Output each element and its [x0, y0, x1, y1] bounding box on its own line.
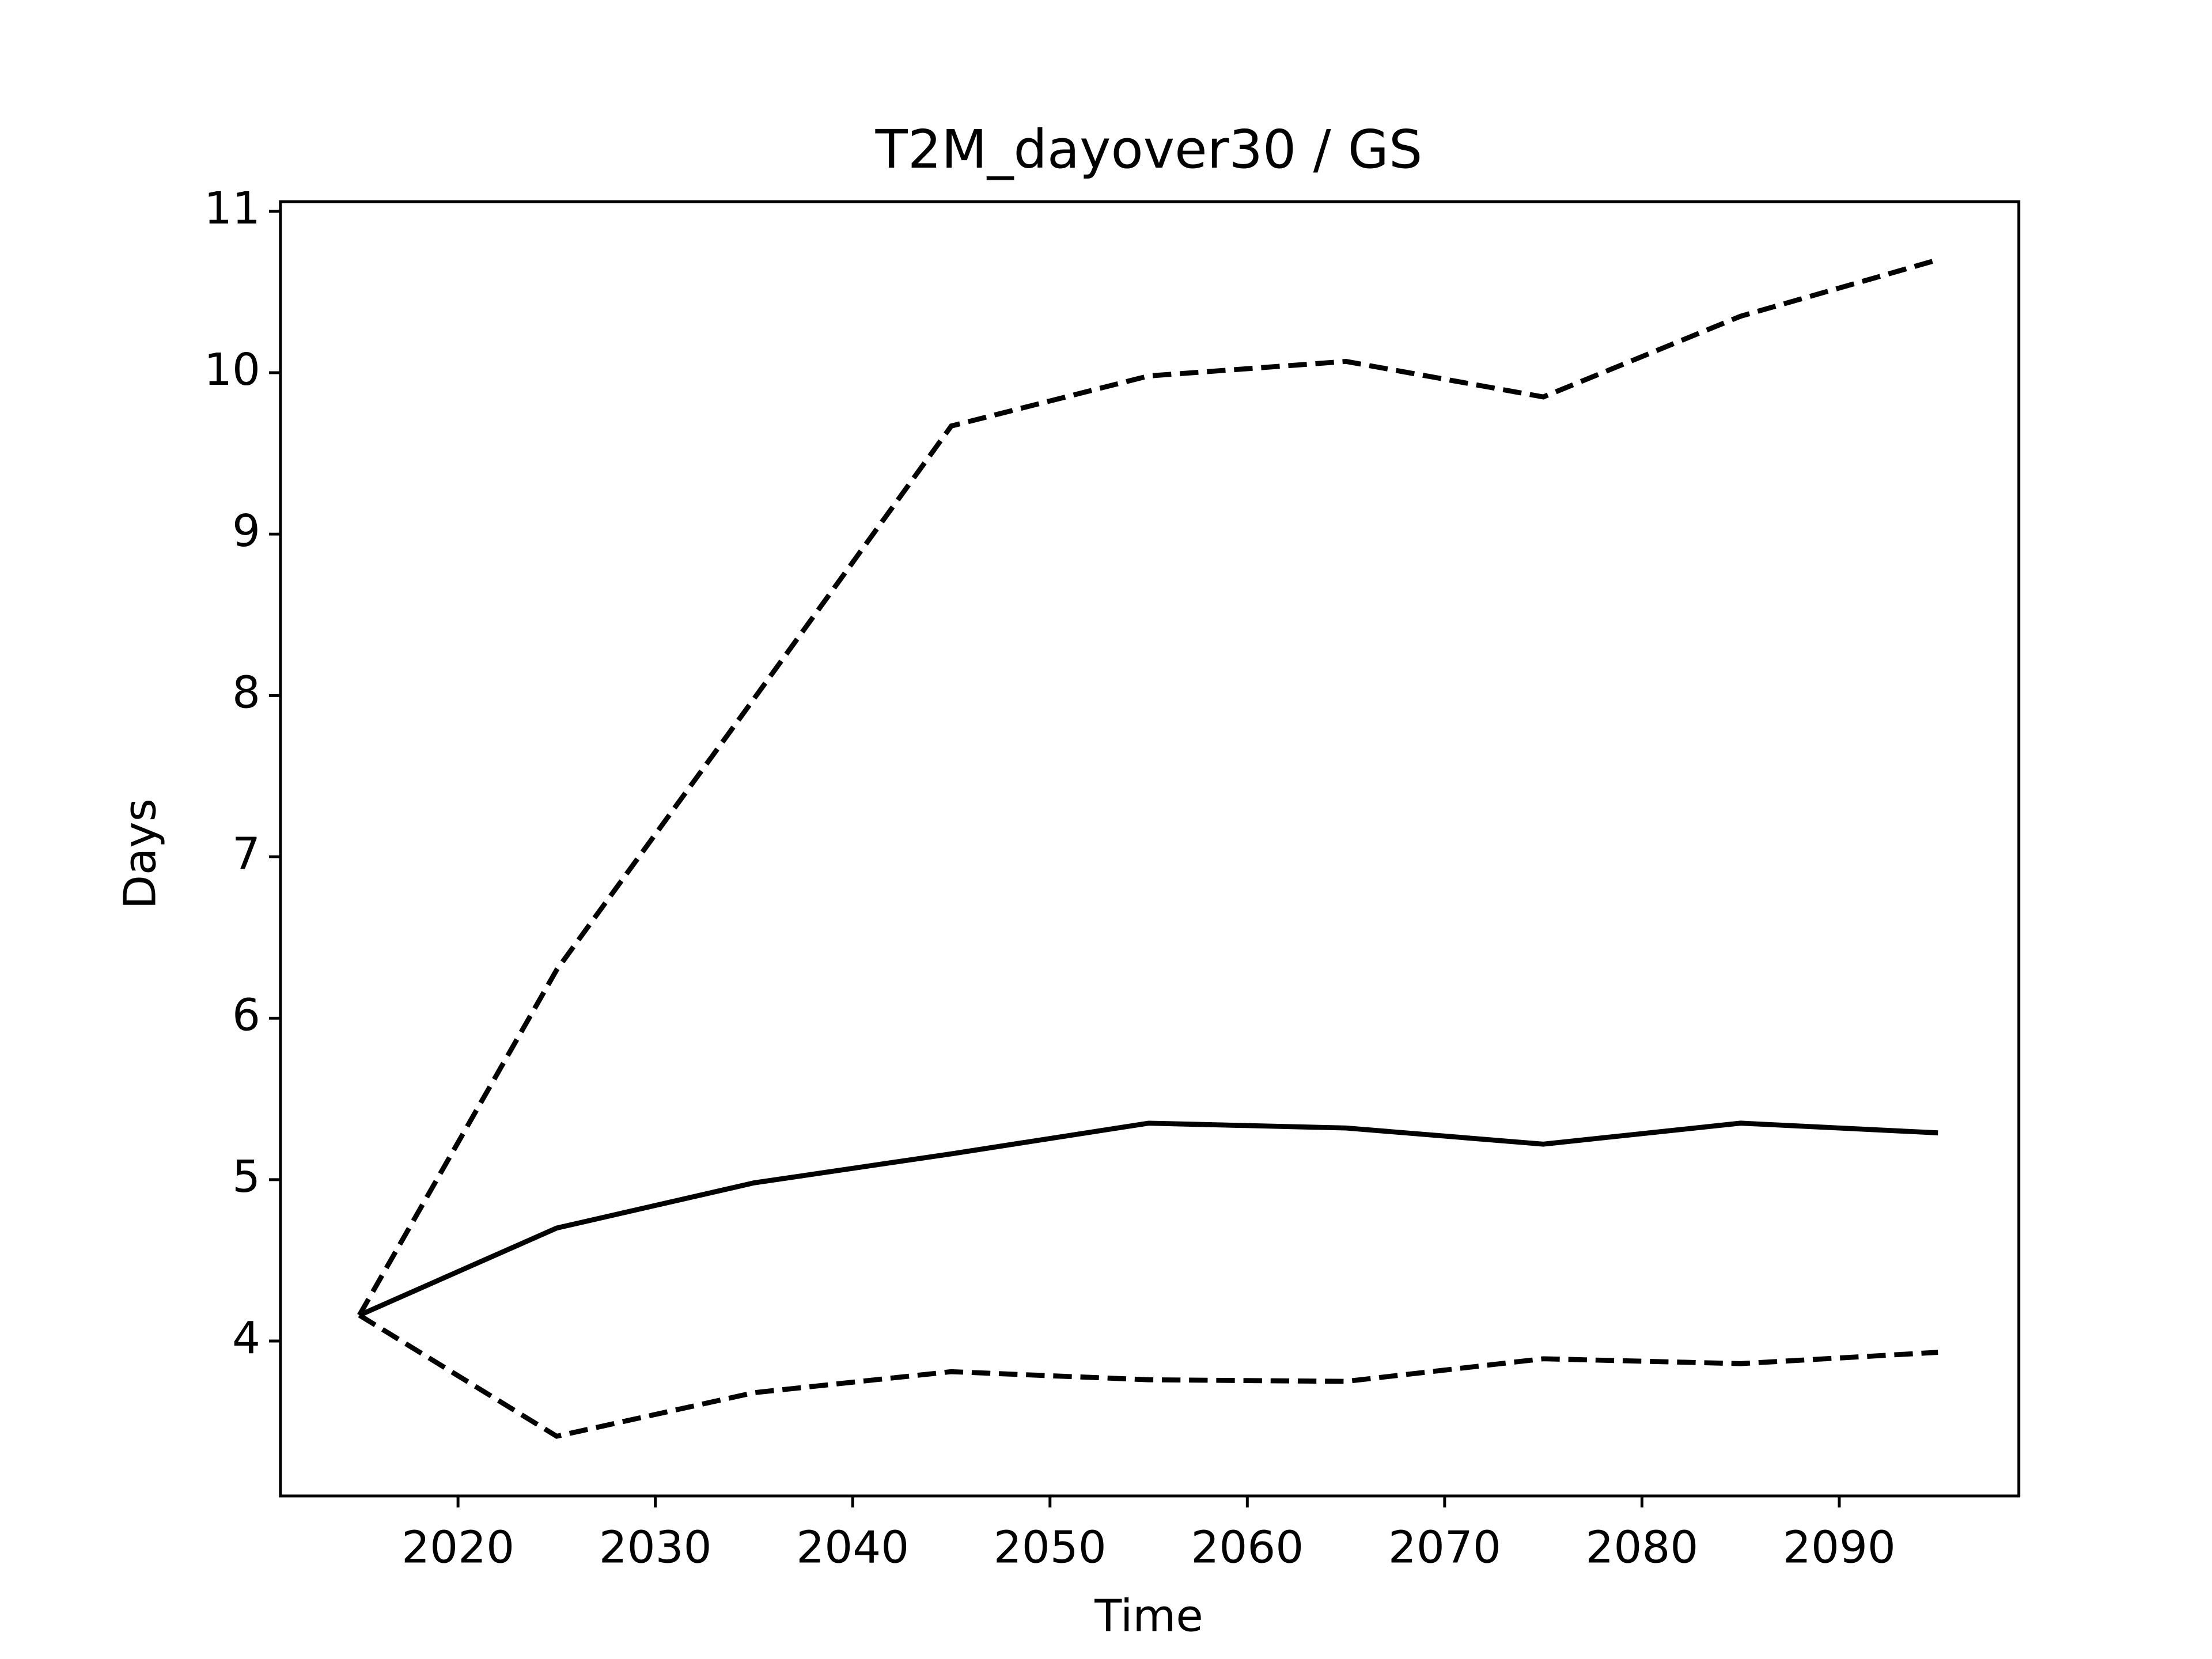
y-tick-label: 9	[232, 506, 260, 557]
y-tick-label: 5	[232, 1152, 260, 1203]
y-tick-label: 7	[232, 829, 260, 880]
y-tick-label: 10	[204, 344, 260, 396]
y-axis-label: Days	[115, 798, 166, 909]
plot-frame	[279, 200, 2021, 1498]
data-line	[358, 1120, 1938, 1318]
x-tick-label: 2020	[402, 1522, 514, 1573]
y-tick-label: 6	[232, 990, 260, 1041]
x-axis-label: Time	[1094, 1590, 1203, 1642]
y-tick-label: 8	[232, 667, 260, 718]
x-tick-label: 2040	[796, 1522, 909, 1573]
x-tick-label: 2030	[599, 1522, 712, 1573]
y-tick-label: 4	[232, 1313, 260, 1364]
x-tick-label: 2050	[994, 1522, 1107, 1573]
chart-title: T2M_dayover30 / GS	[875, 119, 1423, 180]
y-tick-label: 11	[204, 183, 260, 234]
x-tick-label: 2070	[1388, 1522, 1501, 1573]
x-tick-label: 2060	[1191, 1522, 1304, 1573]
data-line	[358, 1313, 1938, 1439]
x-tick-label: 2090	[1783, 1522, 1896, 1573]
x-tick-label: 2080	[1585, 1522, 1698, 1573]
